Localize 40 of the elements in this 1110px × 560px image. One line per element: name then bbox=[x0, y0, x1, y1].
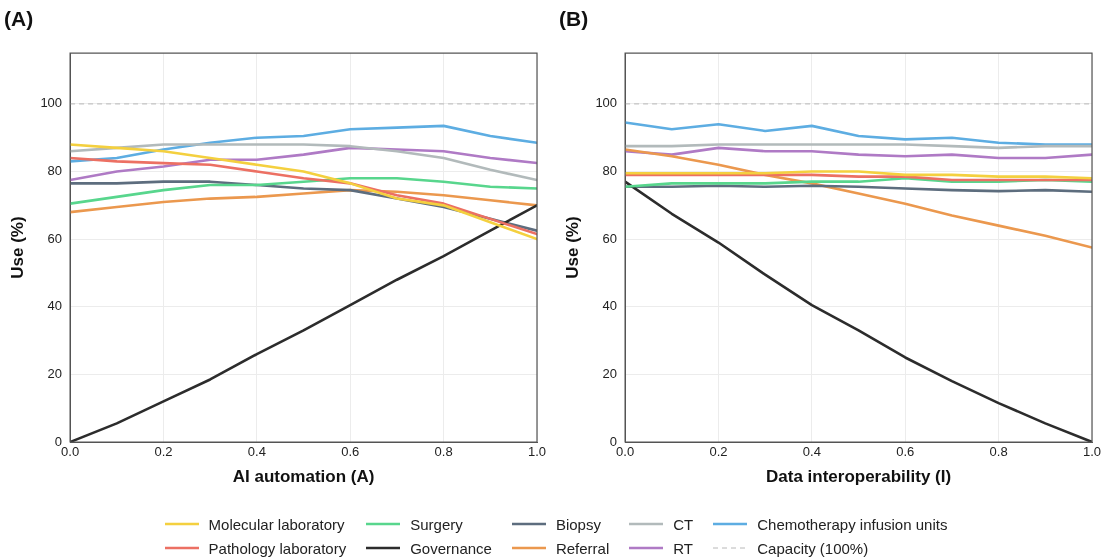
legend-label: Surgery bbox=[410, 515, 463, 533]
x-tick-label: 0.4 bbox=[802, 444, 821, 460]
x-tick-label: 0.8 bbox=[434, 444, 453, 460]
x-tick-label: 0.0 bbox=[616, 444, 635, 460]
x-tick-label: 0.2 bbox=[709, 444, 728, 460]
legend-label: Governance bbox=[410, 539, 492, 557]
y-axis-title: Use (%) bbox=[562, 216, 582, 279]
y-tick-label: 80 bbox=[47, 163, 63, 179]
x-tick-label: 1.0 bbox=[527, 444, 547, 460]
legend-label: CT bbox=[673, 515, 694, 533]
y-tick-label: 80 bbox=[602, 163, 618, 179]
legend-label: Referral bbox=[555, 539, 610, 557]
x-tick-label: 0.8 bbox=[989, 444, 1008, 460]
y-tick-label: 20 bbox=[602, 365, 618, 381]
y-tick-label: 40 bbox=[602, 298, 618, 314]
x-tick-label: 1.0 bbox=[1082, 444, 1102, 460]
x-tick-label: 0.0 bbox=[61, 444, 80, 460]
y-tick-label: 60 bbox=[602, 230, 618, 246]
chart-title: (B) bbox=[559, 7, 589, 31]
legend-label: Chemotherapy infusion units bbox=[757, 515, 948, 533]
x-axis-title: AI automation (A) bbox=[232, 467, 375, 487]
legend-label: Molecular laboratory bbox=[208, 515, 345, 533]
legend-label: Capacity (100%) bbox=[757, 539, 869, 557]
y-tick-label: 100 bbox=[595, 95, 618, 111]
y-tick-label: 60 bbox=[47, 230, 63, 246]
legend-label: Biopsy bbox=[555, 515, 601, 533]
x-tick-label: 0.6 bbox=[896, 444, 915, 460]
x-tick-label: 0.6 bbox=[341, 444, 360, 460]
y-tick-label: 40 bbox=[47, 298, 63, 314]
y-tick-label: 0 bbox=[609, 433, 618, 449]
y-axis-title: Use (%) bbox=[7, 216, 27, 279]
y-tick-label: 20 bbox=[47, 365, 63, 381]
y-tick-label: 0 bbox=[54, 433, 63, 449]
x-axis-title: Data interoperability (I) bbox=[765, 467, 952, 487]
legend-label: RT bbox=[673, 539, 694, 557]
x-tick-label: 0.2 bbox=[154, 444, 173, 460]
chart-title: (A) bbox=[4, 7, 34, 31]
x-tick-label: 0.4 bbox=[247, 444, 266, 460]
y-tick-label: 100 bbox=[40, 95, 63, 111]
legend-label: Pathology laboratory bbox=[208, 539, 347, 557]
